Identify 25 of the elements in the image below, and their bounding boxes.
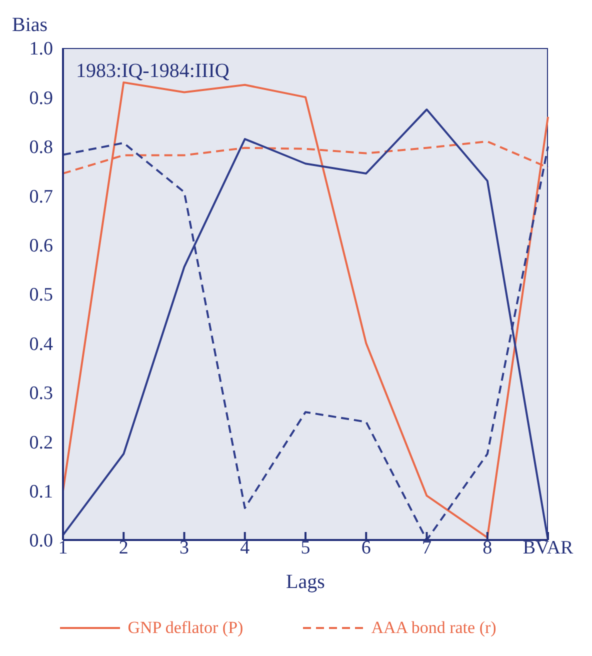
x-tick-label: 1 <box>58 537 68 558</box>
x-tick-label: BVAR <box>522 537 574 558</box>
x-tick-label: 4 <box>240 537 250 558</box>
y-tick-label: 1.0 <box>29 38 53 60</box>
x-tick-label: 3 <box>180 537 189 558</box>
y-tick-label: 0.3 <box>29 383 53 404</box>
legend-label: AAA bond rate (r) <box>371 618 496 638</box>
x-axis-title: Lags <box>286 571 326 593</box>
x-tick-label: 7 <box>422 537 432 558</box>
x-tick-label: 8 <box>482 537 492 558</box>
x-tick-label: 6 <box>361 537 371 558</box>
legend-label: GNP deflator (P) <box>128 618 244 638</box>
annotation: 1983:IQ-1984:IIIQ <box>76 60 230 83</box>
y-tick-label: 0.5 <box>29 284 53 306</box>
x-tick-label: 2 <box>118 537 128 558</box>
y-tick-label: 0.0 <box>29 530 53 552</box>
x-tick-label: 5 <box>300 537 310 558</box>
y-tick-label: 0.2 <box>29 432 53 454</box>
y-axis-title: Bias <box>12 14 48 37</box>
y-tick-label: 0.4 <box>29 334 54 355</box>
y-tick-label: 0.8 <box>29 137 53 158</box>
y-tick-label: 0.9 <box>29 88 53 109</box>
y-tick-label: 0.6 <box>29 236 53 257</box>
y-tick-label: 0.1 <box>29 482 53 503</box>
y-tick-label: 0.7 <box>29 186 53 208</box>
